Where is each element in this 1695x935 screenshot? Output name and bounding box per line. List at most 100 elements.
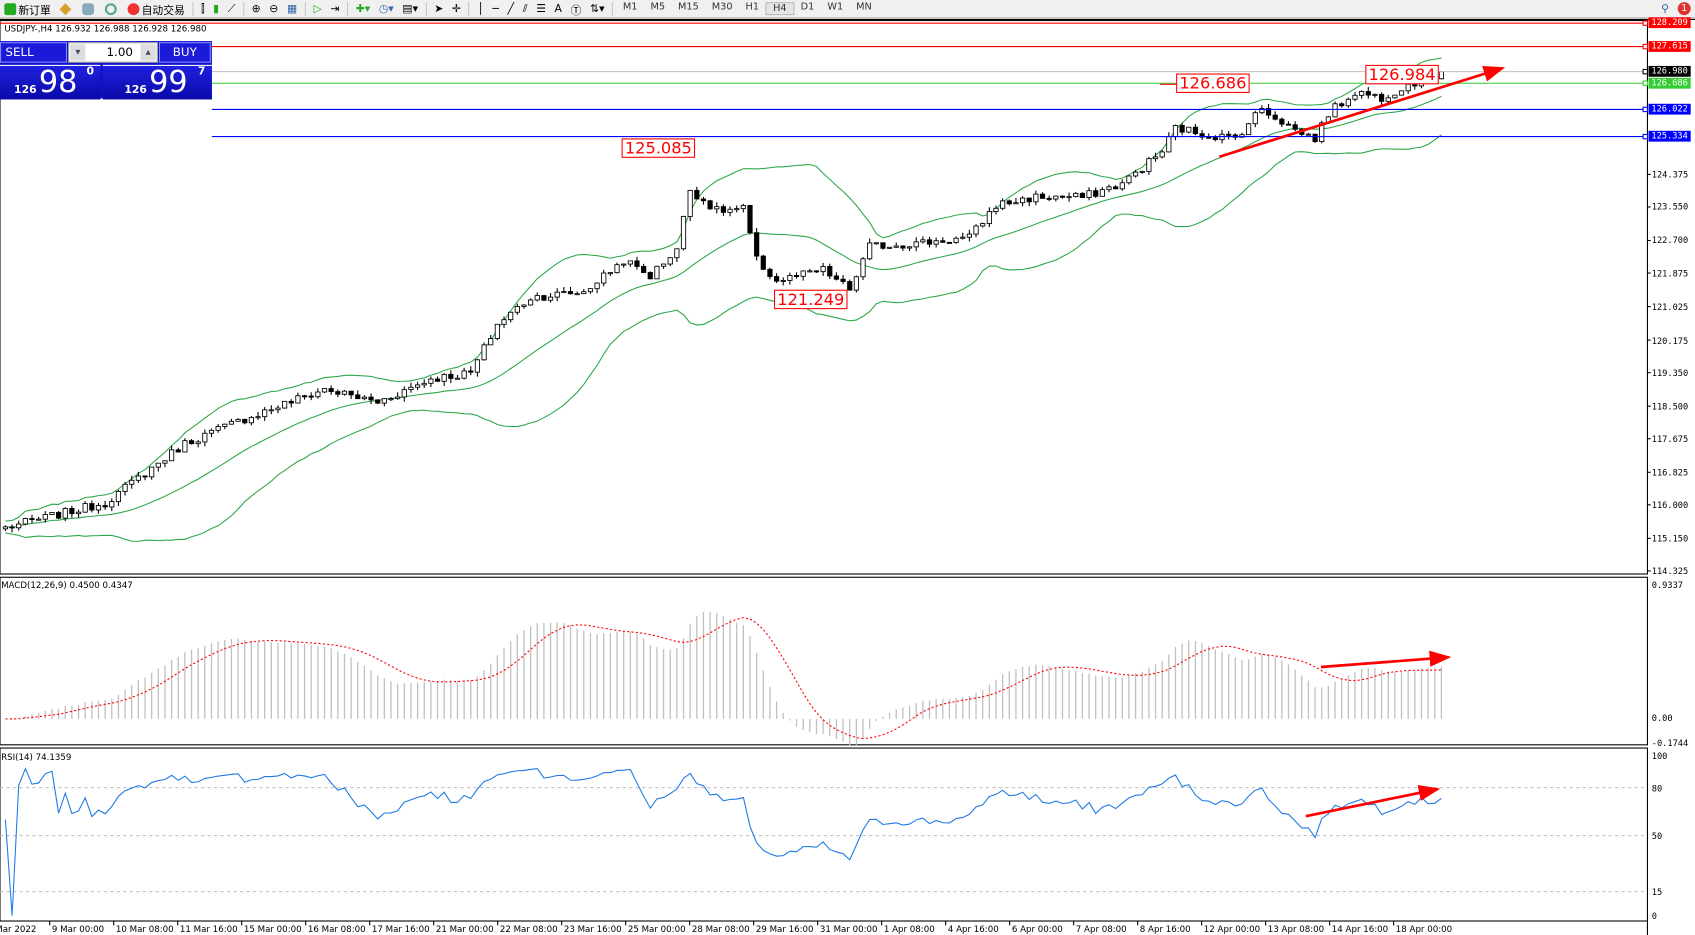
timeframe-m5[interactable]: M5: [650, 2, 666, 13]
candle-bullish: [488, 338, 494, 346]
auto-trading-icon: [127, 2, 140, 15]
auto-trading-button[interactable]: 自动交易: [123, 1, 189, 17]
timeframe-m15[interactable]: M15: [678, 2, 699, 13]
auto-scroll-button[interactable]: ▷: [309, 1, 326, 16]
horizontal-line-button[interactable]: ─: [488, 1, 503, 16]
timeframe-h4[interactable]: H4: [765, 2, 795, 16]
clock-icon: ◷▾: [378, 2, 394, 15]
candle-bearish: [1192, 126, 1199, 135]
rsi-label: RSI(14) 74.1359: [1, 752, 72, 763]
candle-bearish: [773, 276, 780, 282]
candle-bullish: [1332, 103, 1338, 118]
candle-bullish: [169, 449, 175, 462]
vertical-line-button[interactable]: │: [473, 1, 488, 16]
bar-chart-button[interactable]: ⫿: [197, 1, 209, 16]
candle-chart-button[interactable]: ▮: [209, 1, 224, 16]
candle-bullish: [966, 233, 972, 238]
candle-bullish: [361, 396, 367, 400]
trendline-button[interactable]: ╱: [503, 1, 518, 16]
text-button[interactable]: A: [550, 1, 566, 16]
price-annotation[interactable]: 121.249: [773, 289, 848, 310]
candle-bearish: [1026, 197, 1032, 203]
price-level-label[interactable]: 127.615: [1648, 41, 1691, 52]
timeframe-mn[interactable]: MN: [856, 2, 872, 13]
sell-button[interactable]: SELL: [0, 42, 68, 63]
macd-signal-line: [5, 617, 1442, 740]
timeframe-h1[interactable]: H1: [745, 2, 760, 13]
candle-bullish: [1159, 151, 1165, 158]
candle-bullish: [1139, 170, 1145, 173]
periods-button[interactable]: ◷▾: [375, 1, 399, 16]
tile-windows-button[interactable]: ▦: [283, 1, 302, 16]
candle-bullish: [986, 211, 992, 225]
price-tick-label: 116.000: [1651, 500, 1689, 511]
candle-bullish: [1385, 97, 1391, 102]
line-chart-button[interactable]: ⟋: [223, 1, 239, 16]
cursor-button[interactable]: ➤: [430, 1, 448, 16]
candle-bearish: [946, 241, 953, 244]
candle-bullish: [162, 460, 168, 464]
chart-shift-button[interactable]: ⇥: [326, 1, 344, 16]
cursor-icon: ➤: [434, 2, 444, 15]
arrows-button[interactable]: ⇅▾: [586, 1, 609, 16]
price-annotation[interactable]: 126.984: [1365, 64, 1439, 85]
macd-panel: [0, 576, 1648, 746]
indicators-button[interactable]: ✚▾: [351, 1, 374, 16]
candle-bearish: [188, 440, 195, 445]
increase-lots-button[interactable]: ▲: [140, 44, 156, 61]
candle-bearish: [847, 281, 853, 291]
price-annotation[interactable]: 126.686: [1176, 73, 1250, 93]
buy-price[interactable]: 126 99 7: [102, 64, 212, 100]
crosshair-button[interactable]: ✛: [448, 1, 466, 16]
candle-bullish: [1345, 98, 1351, 107]
candle-bearish: [1412, 83, 1418, 87]
candle-bullish: [574, 293, 580, 296]
candle-bullish: [1013, 202, 1019, 205]
zoom-out-button[interactable]: ⊖: [265, 1, 283, 16]
candle-bearish: [700, 198, 707, 202]
signals-button[interactable]: [101, 1, 124, 16]
price-level-label[interactable]: 126.022: [1648, 104, 1691, 115]
candle-bullish: [1166, 136, 1172, 153]
price-level-label[interactable]: 125.334: [1648, 131, 1691, 142]
navigator-icon: [82, 2, 95, 15]
price-level-label[interactable]: 126.686: [1648, 77, 1691, 89]
equidistant-channel-button[interactable]: ⫽: [518, 1, 531, 16]
timeframe-m30[interactable]: M30: [711, 2, 733, 13]
lot-size-value[interactable]: 1.00: [106, 45, 133, 60]
decrease-lots-button[interactable]: ▼: [70, 44, 86, 61]
candle-bullish: [1359, 91, 1365, 96]
crosshair-icon: ✛: [451, 2, 461, 15]
timeframe-w1[interactable]: W1: [827, 2, 844, 13]
fibonacci-button[interactable]: ☰: [532, 1, 550, 16]
zoom-in-button[interactable]: ⊕: [247, 1, 265, 16]
divider: [192, 1, 194, 16]
candle-bullish: [22, 518, 28, 525]
timeframe-m1[interactable]: M1: [622, 2, 638, 13]
level-handle: [1642, 80, 1648, 86]
price-level-label[interactable]: 126.980: [1648, 66, 1691, 78]
candle-bearish: [767, 268, 773, 277]
vertical-line-icon: │: [477, 2, 484, 15]
level-handle: [1642, 68, 1648, 75]
navigator-button[interactable]: [78, 1, 101, 16]
templates-button[interactable]: ▤▾: [398, 1, 422, 16]
lot-size-input[interactable]: ▼ 1.00 ▲: [68, 42, 158, 63]
candle-bullish: [1106, 186, 1112, 191]
candle-bearish: [468, 370, 474, 373]
buy-button[interactable]: BUY: [158, 42, 211, 63]
price-annotation[interactable]: 125.085: [621, 138, 696, 158]
zoom-out-icon: ⊖: [269, 2, 279, 15]
sell-price[interactable]: 126 98 0: [0, 64, 101, 100]
signal-icon: [104, 2, 117, 15]
new-order-button[interactable]: 新订單: [0, 1, 55, 17]
price-level-label[interactable]: 128.209: [1648, 17, 1691, 29]
macd-trend-arrow: [1320, 650, 1452, 669]
notifications-button[interactable]: 1: [1673, 1, 1695, 16]
candle-bearish: [1272, 114, 1278, 120]
timeframe-d1[interactable]: D1: [800, 2, 815, 13]
text-label-button[interactable]: Ⓣ: [566, 1, 585, 17]
search-button[interactable]: ⚲: [1657, 1, 1674, 16]
candle-bullish: [1119, 182, 1125, 190]
